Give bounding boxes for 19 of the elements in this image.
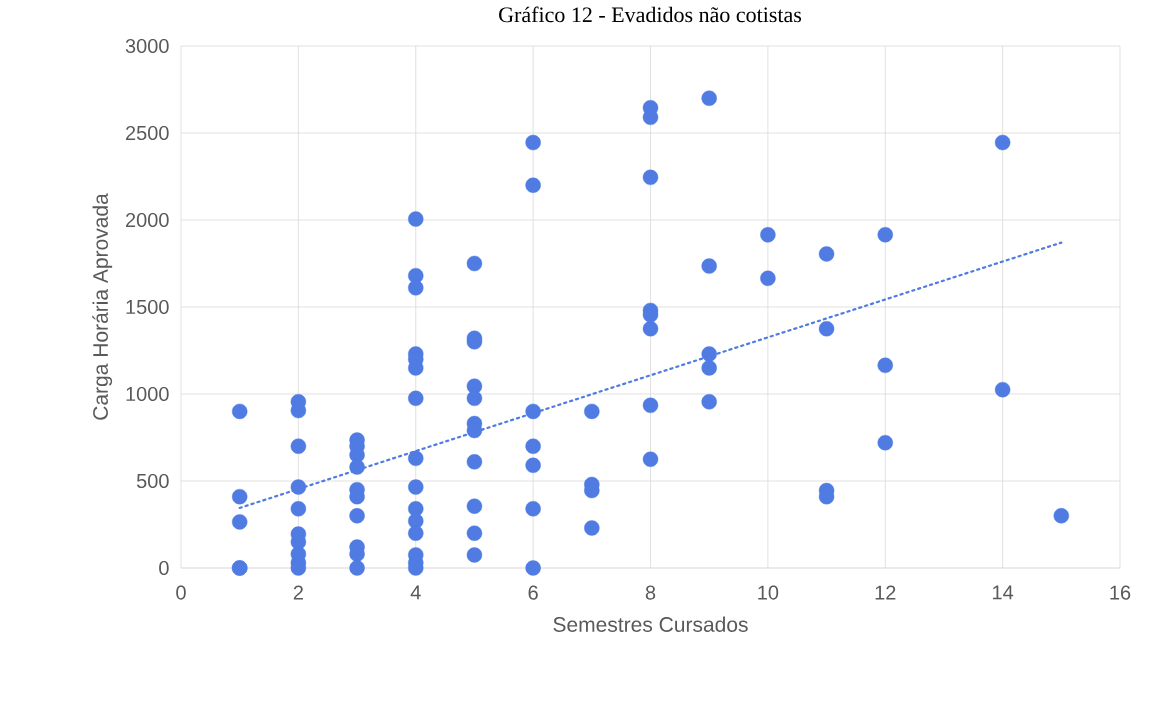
- x-tick-label: 8: [645, 585, 656, 600]
- y-tick-label: 1000: [126, 386, 169, 402]
- y-tick-label: 2000: [125, 212, 169, 228]
- x-tick-label: 16: [1110, 585, 1131, 600]
- y-tick-label: 500: [136, 473, 169, 489]
- x-tick-label: 10: [758, 585, 779, 600]
- chart-title: Gráfico 12 - Evadidos não cotistas: [499, 6, 802, 23]
- x-tick-label: 14: [993, 585, 1014, 600]
- x-tick-label: 4: [410, 585, 421, 600]
- y-tick-label: 2500: [125, 125, 169, 141]
- y-axis-title: Carga Horária Aprovada: [92, 193, 113, 420]
- y-tick-label: 3000: [125, 38, 169, 54]
- y-tick-label: 1500: [126, 299, 169, 315]
- x-tick-label: 0: [176, 585, 186, 600]
- y-tick-label: 0: [159, 560, 169, 576]
- x-tick-label: 12: [875, 585, 896, 600]
- x-tick-label: 6: [528, 585, 538, 600]
- x-axis-title: Semestres Cursados: [553, 616, 748, 632]
- x-tick-label: 2: [293, 585, 303, 600]
